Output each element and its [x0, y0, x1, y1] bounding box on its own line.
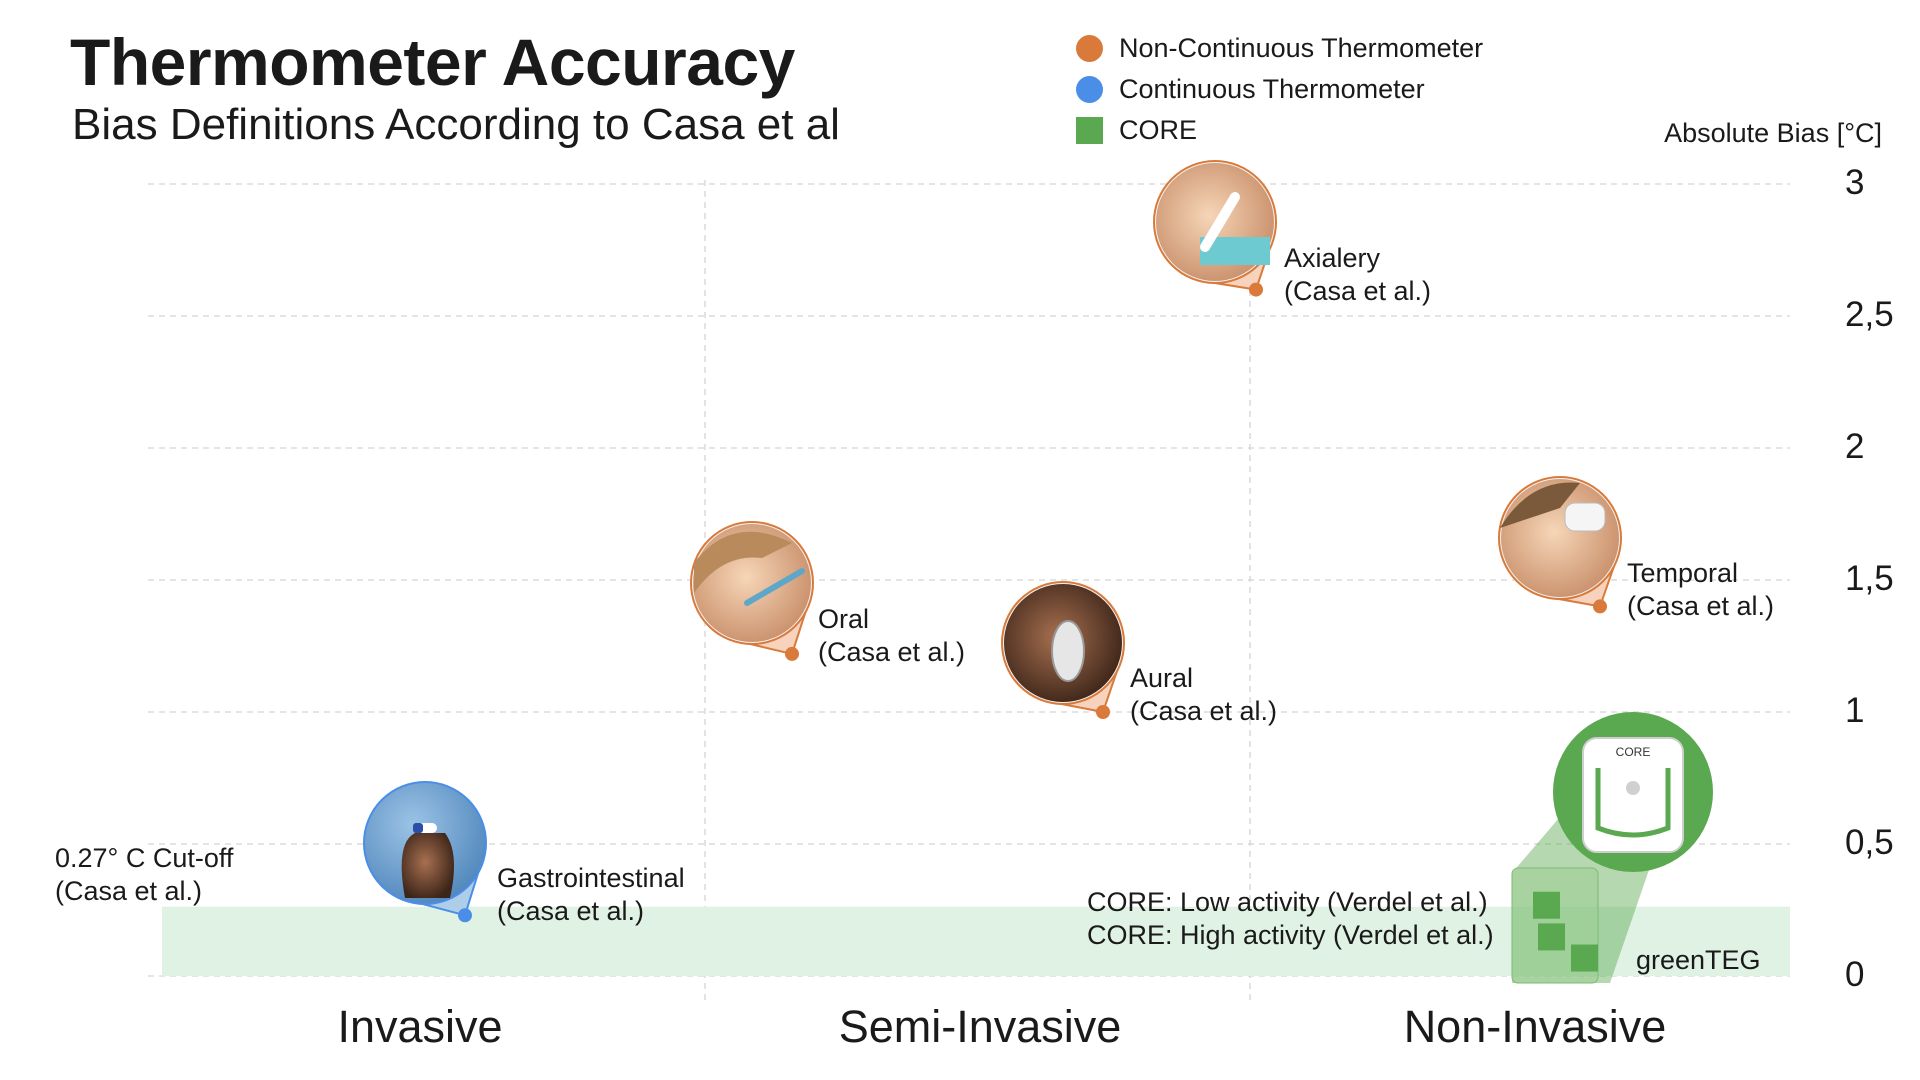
temporal-thermometer-icon — [1564, 502, 1606, 532]
hair-icon — [694, 531, 792, 593]
data-point — [1096, 705, 1110, 719]
y-tick-label: 0,5 — [1845, 823, 1894, 862]
data-point — [785, 646, 799, 661]
marker-aural — [1001, 581, 1125, 719]
legend-item-non-continuous: Non-Continuous Thermometer — [1076, 28, 1483, 69]
annotation-core: CORE: Low activity (Verdel et al.) CORE:… — [1087, 886, 1494, 952]
oral-thermometer-icon — [744, 568, 805, 606]
point-name: Oral — [818, 604, 870, 634]
marker-temporal — [1498, 476, 1622, 614]
cutoff-label-line1: 0.27° C Cut-off — [55, 843, 234, 873]
point-name: Gastrointestinal — [497, 863, 685, 893]
marker-oral — [690, 521, 814, 661]
core-device-logo: CORE — [1616, 745, 1651, 759]
y-tick-label: 0 — [1845, 955, 1865, 994]
point-source: (Casa et al.) — [1627, 591, 1775, 621]
legend-label: CORE — [1119, 115, 1198, 145]
x-category-semi-invasive: Semi-Invasive — [838, 1001, 1122, 1052]
capsule-cap-icon — [413, 823, 423, 833]
y-tick-label: 2,5 — [1845, 295, 1894, 334]
y-axis-title: Absolute Bias [°C] — [1664, 118, 1882, 148]
legend-marker — [1076, 117, 1103, 144]
y-tick-label: 2 — [1845, 427, 1865, 466]
legend-label: Non-Continuous Thermometer — [1119, 33, 1484, 63]
core-data-point — [1538, 923, 1565, 951]
data-point — [1249, 282, 1263, 297]
legend-item-continuous: Continuous Thermometer — [1076, 69, 1483, 110]
core-group: CORE — [1511, 712, 1713, 984]
x-category-non-invasive: Non-Invasive — [1403, 1001, 1667, 1052]
core-data-point — [1533, 891, 1560, 919]
thermometer-icon — [1200, 192, 1240, 252]
greenteg-label: greenTEG — [1636, 945, 1761, 975]
marker-gastrointestinal — [363, 781, 487, 923]
legend-marker — [1076, 76, 1103, 103]
y-tick-label: 1,5 — [1845, 559, 1894, 598]
cutoff-label-line2: (Casa et al.) — [55, 876, 203, 906]
ear-thermometer-icon — [1051, 620, 1085, 682]
legend: Non-Continuous Thermometer Continuous Th… — [1076, 28, 1483, 151]
chart-subtitle: Bias Definitions According to Casa et al — [72, 100, 840, 149]
core-device-strap — [1595, 768, 1671, 838]
y-tick-label: 3 — [1845, 163, 1865, 202]
data-point — [1593, 599, 1607, 614]
annotation-gastrointestinal: Gastrointestinal (Casa et al.) — [497, 862, 685, 928]
legend-label: Continuous Thermometer — [1119, 74, 1425, 104]
point-source: (Casa et al.) — [818, 637, 966, 667]
cutoff-label: 0.27° C Cut-off (Casa et al.) — [55, 842, 233, 908]
point-name: Aural — [1130, 663, 1194, 693]
chart-title: Thermometer Accuracy — [70, 25, 795, 99]
hand-icon — [401, 833, 454, 898]
y-tick-label: 1 — [1845, 691, 1865, 730]
annotation-temporal: Temporal (Casa et al.) — [1627, 557, 1774, 623]
data-point — [458, 908, 472, 923]
legend-marker — [1076, 35, 1103, 62]
core-low-activity-label: CORE: Low activity (Verdel et al.) — [1087, 887, 1488, 917]
annotation-axialery: Axialery (Casa et al.) — [1284, 242, 1431, 308]
point-name: Temporal — [1627, 558, 1739, 588]
core-data-point — [1571, 944, 1598, 972]
core-device-sensor — [1626, 781, 1640, 795]
hair-icon — [1500, 482, 1580, 528]
point-source: (Casa et al.) — [1284, 276, 1432, 306]
point-name: Axialery — [1284, 243, 1381, 273]
x-category-invasive: Invasive — [337, 1001, 503, 1052]
core-high-activity-label: CORE: High activity (Verdel et al.) — [1087, 920, 1494, 950]
point-source: (Casa et al.) — [1130, 696, 1278, 726]
annotation-aural: Aural (Casa et al.) — [1130, 662, 1277, 728]
annotation-oral: Oral (Casa et al.) — [818, 603, 965, 669]
marker-axialery — [1153, 160, 1277, 297]
point-source: (Casa et al.) — [497, 896, 645, 926]
legend-item-core: CORE — [1076, 110, 1483, 151]
